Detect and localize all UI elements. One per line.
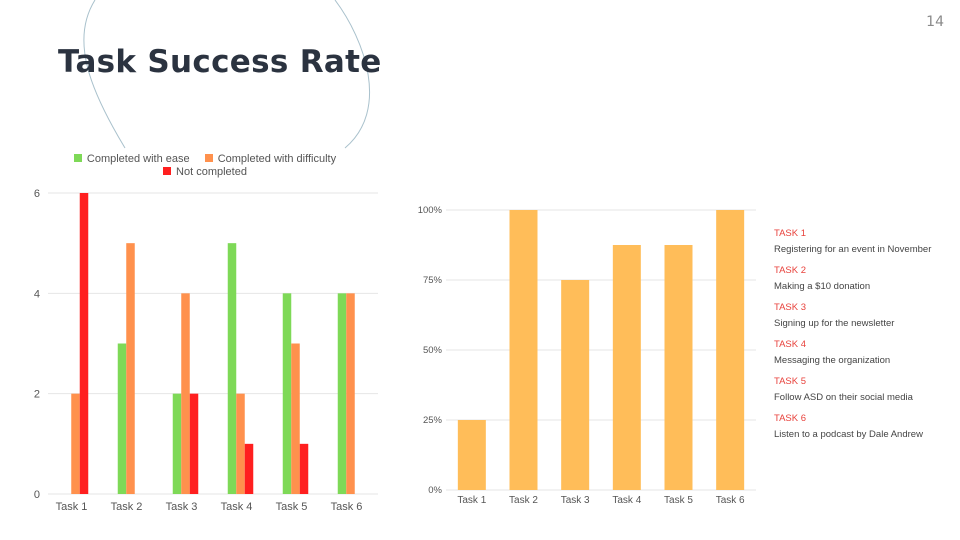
task-label: TASK 4 [774, 339, 807, 350]
legend-label-not-completed: Not completed [176, 166, 247, 178]
task-description: Signing up for the newsletter [774, 318, 895, 329]
right-x-tick-label: Task 3 [561, 495, 590, 506]
left-bar-task3-series2 [181, 293, 190, 494]
left-x-tick-label: Task 5 [276, 501, 308, 513]
left-bar-task2-series2 [126, 243, 135, 494]
task-item: TASK 3 Signing up for the newsletter [774, 302, 954, 330]
left-bar-task5-series2 [291, 343, 300, 494]
task-item: TASK 4 Messaging the organization [774, 339, 954, 367]
left-x-tick-label: Task 6 [331, 501, 363, 513]
task-item: TASK 6 Listen to a podcast by Dale Andrew [774, 413, 954, 441]
right-bar-task1 [457, 420, 486, 490]
left-bar-task5-series1 [282, 293, 292, 494]
right-bar-task3 [561, 280, 590, 490]
page-title: Task Success Rate [58, 44, 382, 80]
completion-bar-chart: 0 2 4 6 Task 1 Task 2 Task 3 Task 4 Task 5 Task 6 [34, 188, 378, 513]
task-description: Follow ASD on their social media [774, 392, 913, 403]
task-item: TASK 5 Follow ASD on their social media [774, 376, 954, 404]
right-y-tick-label: 0% [428, 485, 442, 496]
left-bar-task6-series1 [337, 293, 347, 494]
right-bar-task4 [612, 245, 641, 490]
legend-label-difficulty: Completed with difficulty [217, 153, 337, 165]
legend-item-ease: Completed with ease [73, 153, 190, 166]
left-bar-task6-series2 [346, 293, 355, 494]
right-y-tick-label: 100% [418, 205, 443, 216]
right-bar-task6 [716, 210, 745, 490]
legend-item-difficulty: Completed with difficulty [204, 153, 337, 166]
legend-swatch-not-completed [163, 167, 172, 175]
right-y-tick-label: 25% [423, 415, 443, 426]
task-description: Making a $10 donation [774, 281, 871, 292]
left-x-tick-label: Task 2 [111, 501, 143, 513]
left-bar-task4-series2 [236, 393, 245, 494]
task-label: TASK 2 [774, 265, 807, 276]
task-item: TASK 1 Registering for an event in Novemb… [774, 228, 954, 256]
left-bar-task4-series1 [227, 243, 237, 494]
left-bar-task2-series1 [117, 343, 127, 494]
left-bar-task1-series3 [79, 193, 89, 494]
left-y-tick-label: 0 [34, 489, 40, 501]
success-rate-bar-chart: 0% 25% 50% 75% 100% Task 1 Task 2 Task 3 Task 4 T… [418, 205, 756, 506]
left-chart-legend: Completed with ease Completed with diffi… [30, 153, 380, 179]
task-label: TASK 1 [774, 228, 807, 239]
left-x-tick-label: Task 4 [221, 501, 253, 513]
task-description: Messaging the organization [774, 355, 891, 366]
legend-swatch-difficulty [204, 154, 213, 162]
page-number: 14 [926, 14, 944, 30]
decorative-curve [83, 0, 370, 149]
right-x-tick-label: Task 6 [716, 495, 745, 506]
task-description: Registering for an event in November [774, 244, 932, 255]
left-y-tick-label: 2 [34, 389, 40, 401]
task-label: TASK 6 [774, 413, 807, 424]
right-x-tick-label: Task 2 [509, 495, 538, 506]
left-y-tick-label: 4 [34, 288, 40, 300]
left-bar-task1-series2 [71, 393, 80, 494]
left-bar-task4-series3 [244, 443, 254, 494]
task-description: Listen to a podcast by Dale Andrew [774, 429, 923, 440]
left-x-tick-label: Task 1 [56, 501, 88, 513]
legend-label-ease: Completed with ease [86, 153, 190, 165]
right-x-tick-label: Task 1 [457, 495, 486, 506]
left-bar-task5-series3 [299, 443, 309, 494]
right-x-tick-label: Task 5 [664, 495, 693, 506]
right-bar-task5 [664, 245, 693, 490]
task-item: TASK 2 Making a $10 donation [774, 265, 954, 293]
task-label: TASK 3 [774, 302, 807, 313]
legend-swatch-ease [73, 154, 82, 162]
right-y-tick-label: 50% [423, 345, 443, 356]
left-y-tick-label: 6 [34, 188, 40, 200]
left-bar-task3-series1 [172, 393, 182, 494]
task-description-list: TASK 1 Registering for an event in Novemb… [774, 228, 954, 450]
right-y-tick-label: 75% [423, 275, 443, 286]
legend-item-not-completed: Not completed [163, 166, 247, 179]
left-bar-task3-series3 [189, 393, 199, 494]
right-bar-task2 [509, 210, 538, 490]
left-x-tick-label: Task 3 [166, 501, 198, 513]
task-label: TASK 5 [774, 376, 807, 387]
right-x-tick-label: Task 4 [612, 495, 641, 506]
